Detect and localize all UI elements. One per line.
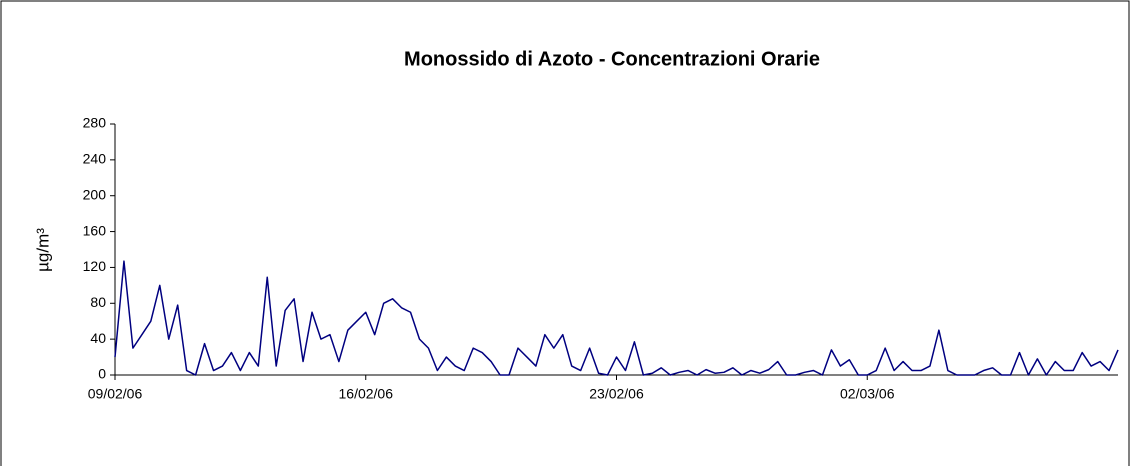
line-series (114, 260, 1119, 376)
y-tick-label: 0 (98, 366, 106, 382)
y-tick-label: 80 (90, 294, 106, 310)
y-tick-label: 120 (83, 258, 107, 274)
y-axis-label: µg/m³ (33, 228, 52, 272)
x-tick-label: 23/02/06 (589, 386, 644, 402)
chart-title: Monossido di Azoto - Concentrazioni Orar… (404, 48, 820, 70)
x-tick-label: 09/02/06 (88, 386, 143, 402)
y-tick-label: 160 (83, 222, 107, 238)
y-tick-label: 280 (83, 115, 107, 131)
x-tick-label: 02/03/06 (840, 386, 895, 402)
y-tick-label: 40 (90, 330, 106, 346)
y-tick-label: 240 (83, 151, 107, 167)
y-tick-label: 200 (83, 186, 107, 202)
x-tick-label: 16/02/06 (339, 386, 394, 402)
